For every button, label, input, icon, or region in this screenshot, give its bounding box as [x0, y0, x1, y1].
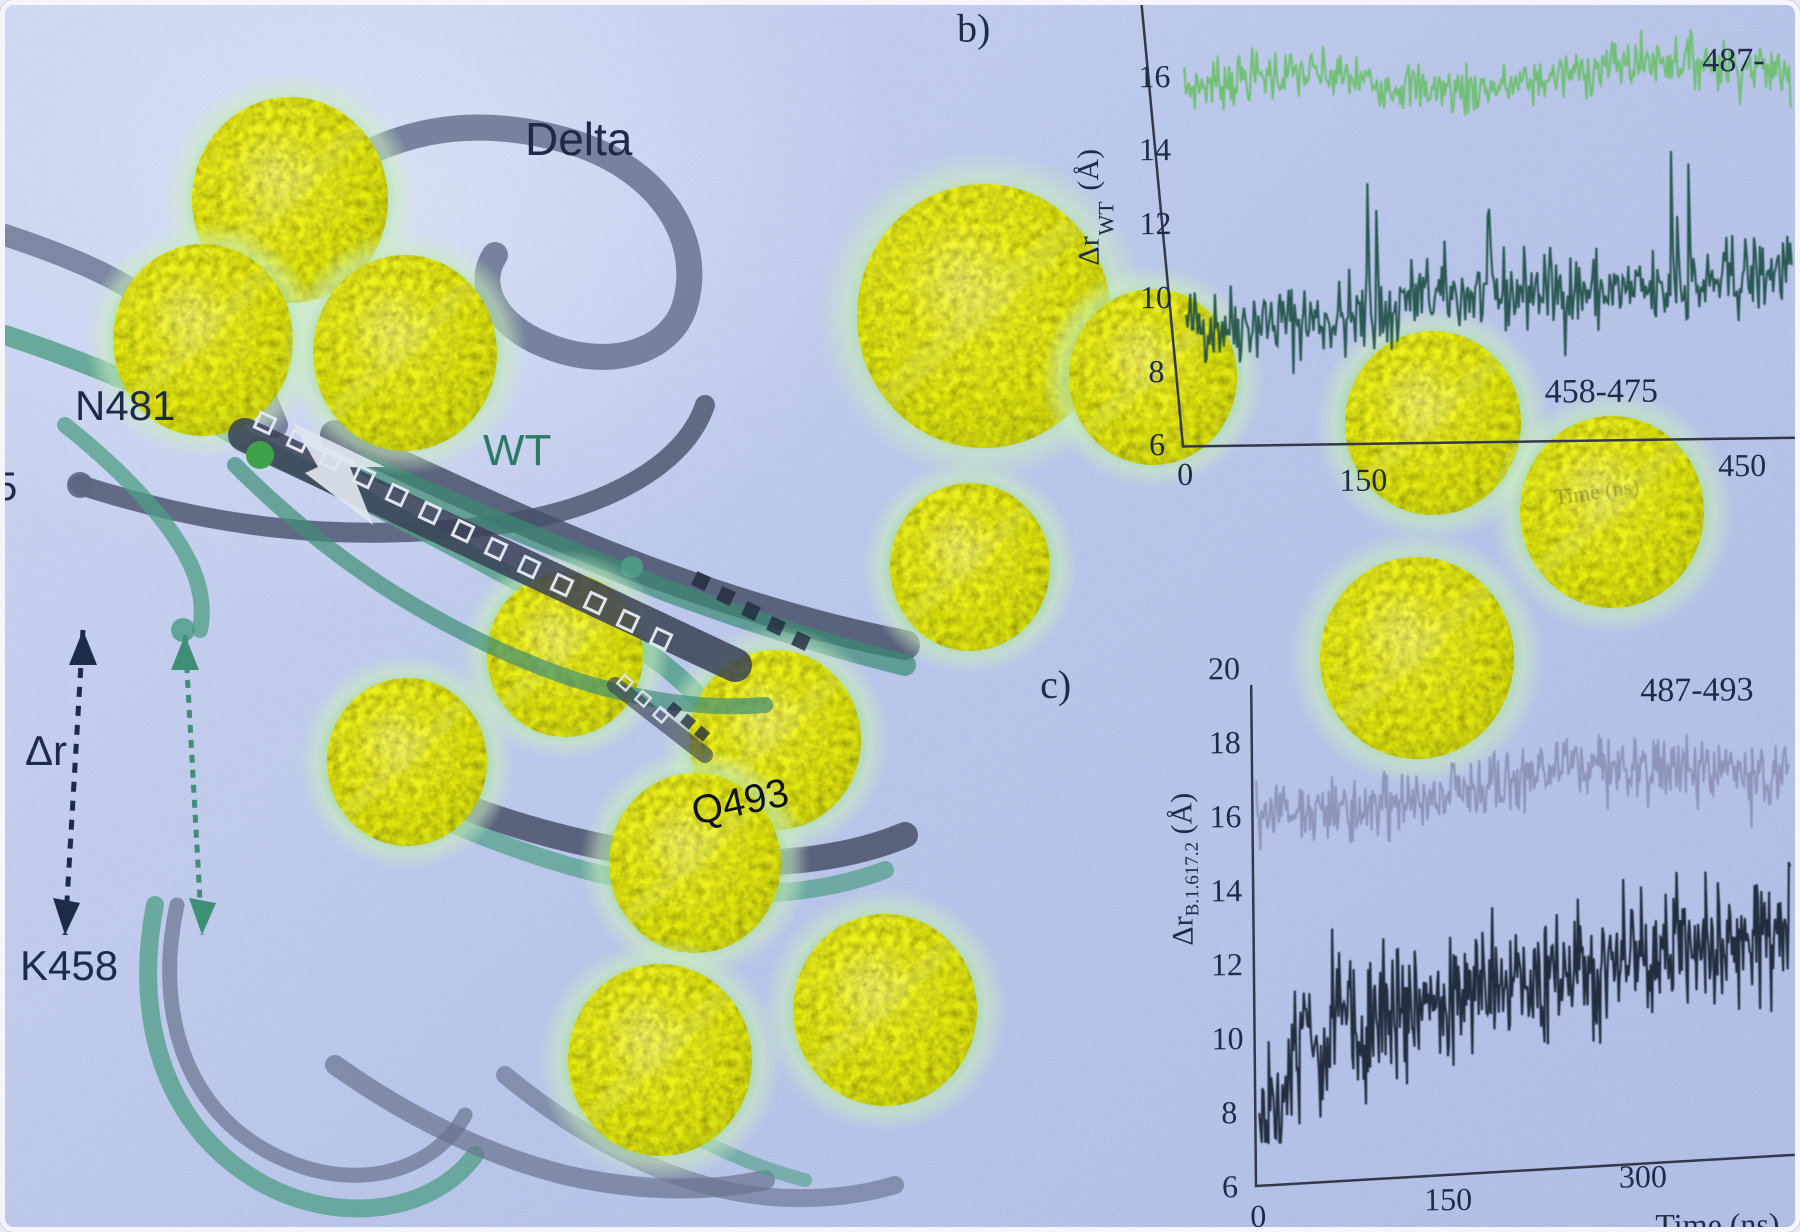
svg-text:5: 5 [5, 465, 17, 509]
svg-text:300: 300 [1619, 1158, 1667, 1194]
svg-text:c): c) [1040, 662, 1072, 707]
svg-text:WT: WT [1093, 201, 1118, 236]
svg-text:487-: 487- [1702, 42, 1765, 79]
svg-text:14: 14 [1139, 131, 1171, 167]
svg-text:12: 12 [1211, 946, 1243, 982]
svg-text:N481: N481 [75, 382, 175, 429]
svg-text:12: 12 [1139, 205, 1171, 241]
svg-text:10: 10 [1211, 1020, 1243, 1056]
svg-text:0: 0 [1177, 456, 1193, 492]
svg-text:(Å): (Å) [1072, 149, 1105, 191]
svg-text:6: 6 [1149, 426, 1165, 462]
svg-text:458-475: 458-475 [1545, 373, 1659, 411]
svg-text:8: 8 [1221, 1094, 1237, 1130]
svg-text:8: 8 [1148, 353, 1164, 389]
svg-text:Δr: Δr [1073, 236, 1106, 266]
svg-text:18: 18 [1209, 724, 1241, 760]
svg-text:Δr: Δr [25, 727, 67, 774]
svg-text:6: 6 [1222, 1168, 1238, 1204]
svg-text:WT: WT [483, 426, 551, 475]
svg-text:14: 14 [1210, 872, 1242, 908]
svg-text:0: 0 [1250, 1198, 1266, 1232]
svg-text:20: 20 [1208, 650, 1240, 686]
svg-text:150: 150 [1424, 1181, 1472, 1217]
svg-text:10: 10 [1140, 279, 1172, 315]
svg-text:b): b) [957, 5, 991, 50]
svg-text:K458: K458 [20, 942, 118, 989]
svg-text:450: 450 [1718, 447, 1766, 483]
svg-text:487-493: 487-493 [1640, 671, 1754, 709]
svg-text:150: 150 [1339, 462, 1387, 498]
svg-text:16: 16 [1209, 798, 1241, 834]
svg-text:Time (ns): Time (ns) [1655, 1206, 1780, 1232]
svg-text:16: 16 [1138, 58, 1170, 94]
svg-text:ΔrB.1.617.2 (Å): ΔrB.1.617.2 (Å) [1165, 793, 1203, 946]
svg-text:Delta: Delta [525, 113, 633, 165]
